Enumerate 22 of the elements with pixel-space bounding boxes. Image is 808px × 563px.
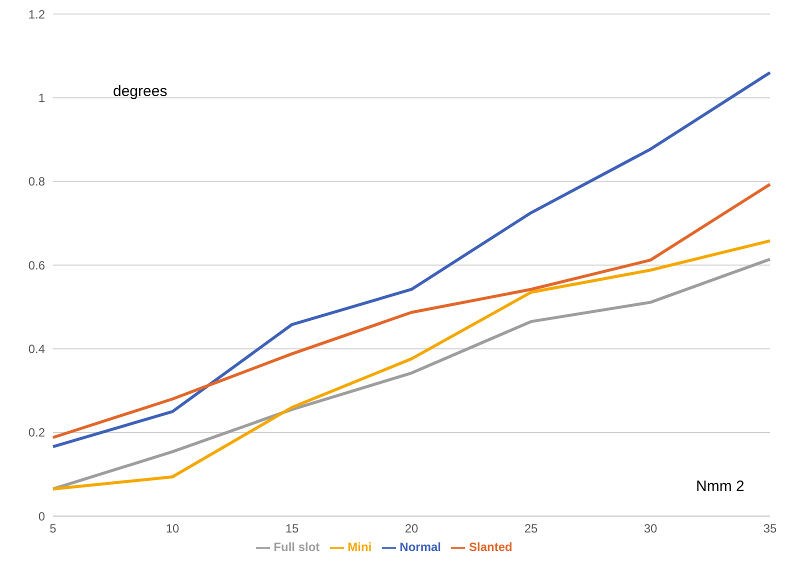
legend-label: Full slot [274, 540, 320, 554]
x-tick-label: 15 [285, 522, 299, 536]
x-tick-label: 30 [644, 522, 658, 536]
y-tick-label: 0.2 [28, 426, 46, 440]
y-tick-label: 0.6 [28, 258, 46, 272]
y-axis-title: degrees [113, 83, 168, 100]
legend-label: Normal [400, 540, 441, 554]
line-series [52, 182, 772, 439]
x-tick-label: 25 [524, 522, 538, 536]
x-tick-label: 5 [50, 522, 57, 536]
legend-label: Slanted [469, 540, 512, 554]
y-tick-label: 0.4 [28, 342, 46, 356]
y-tick-label: 0.8 [28, 174, 46, 189]
y-tick-label: 1.2 [28, 7, 46, 22]
y-tick-label: 0 [38, 509, 46, 524]
legend-label: Mini [348, 540, 372, 554]
x-tick-label: 20 [404, 522, 418, 536]
x-tick-label: 35 [763, 522, 777, 536]
x-tick-label: 10 [166, 522, 180, 536]
x-axis-title: Nmm 2 [696, 478, 744, 495]
y-tick-label: 1 [38, 90, 46, 105]
line-series [52, 71, 772, 448]
